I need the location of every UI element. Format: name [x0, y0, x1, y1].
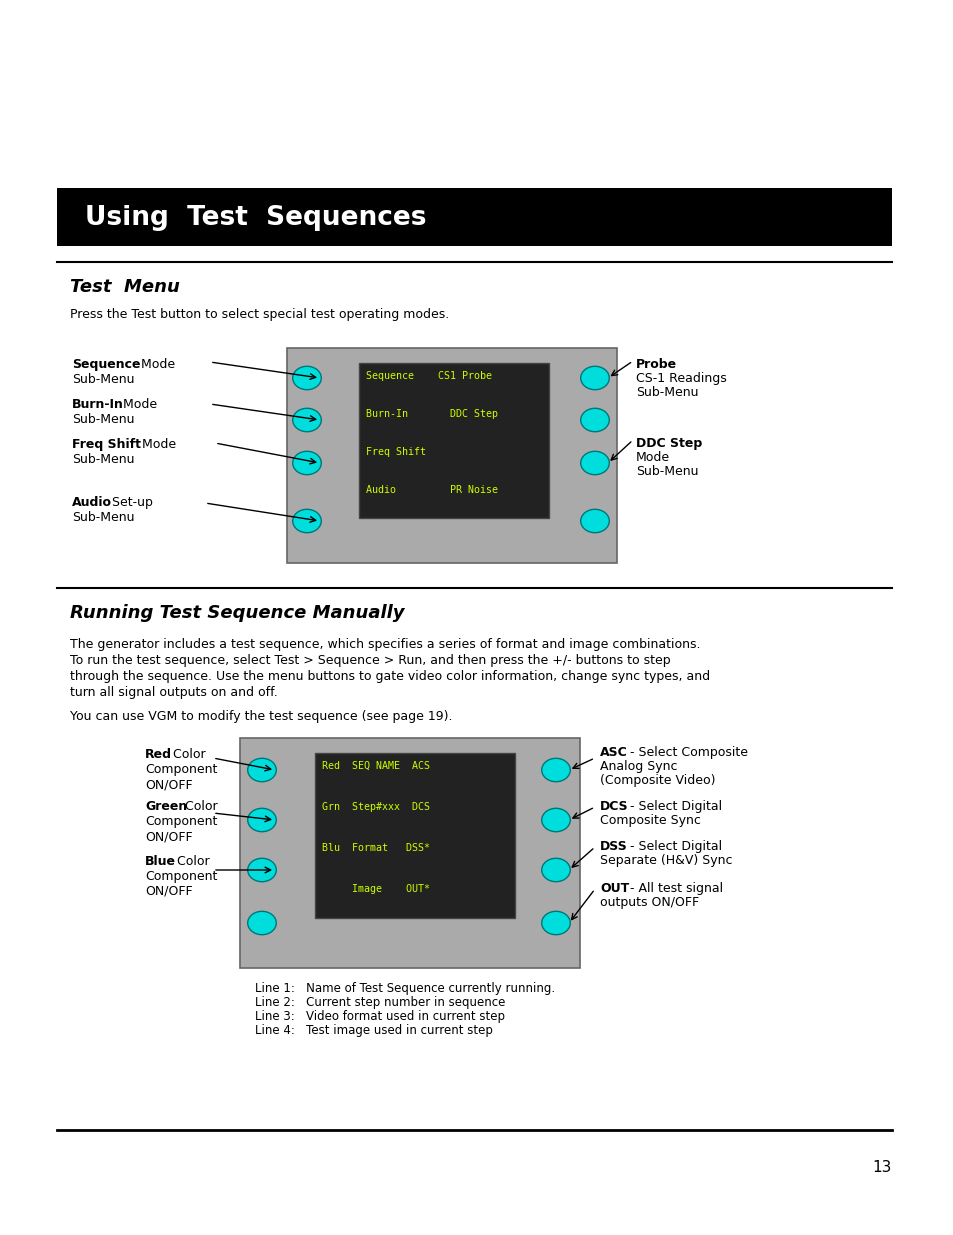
Text: - Select Digital: - Select Digital	[625, 800, 721, 813]
Text: Test  Menu: Test Menu	[70, 278, 180, 296]
FancyBboxPatch shape	[314, 753, 515, 918]
Text: (Composite Video): (Composite Video)	[599, 774, 715, 787]
Text: Burn-In: Burn-In	[71, 398, 124, 411]
Text: Probe: Probe	[636, 358, 677, 370]
Text: Component: Component	[145, 763, 217, 776]
Text: Mode: Mode	[137, 358, 175, 370]
Ellipse shape	[293, 409, 321, 432]
Text: OUT: OUT	[599, 882, 629, 895]
Ellipse shape	[293, 509, 321, 532]
Text: Sub-Menu: Sub-Menu	[71, 412, 134, 426]
Text: Color: Color	[181, 800, 217, 813]
Text: Line 4:   Test image used in current step: Line 4: Test image used in current step	[254, 1024, 493, 1037]
Text: Composite Sync: Composite Sync	[599, 814, 700, 827]
Text: CS-1 Readings: CS-1 Readings	[636, 372, 726, 385]
Text: Red  SEQ NAME  ACS: Red SEQ NAME ACS	[322, 761, 430, 771]
Text: Sub-Menu: Sub-Menu	[71, 453, 134, 466]
Text: Mode: Mode	[119, 398, 157, 411]
Text: To run the test sequence, select Test > Sequence > Run, and then press the +/- b: To run the test sequence, select Test > …	[70, 655, 670, 667]
Ellipse shape	[248, 858, 276, 882]
Text: Green: Green	[145, 800, 187, 813]
Text: Audio: Audio	[71, 496, 112, 509]
Ellipse shape	[541, 858, 570, 882]
FancyBboxPatch shape	[240, 739, 579, 968]
Text: Line 3:   Video format used in current step: Line 3: Video format used in current ste…	[254, 1010, 504, 1023]
Text: Using  Test  Sequences: Using Test Sequences	[85, 205, 426, 231]
Text: Component: Component	[145, 815, 217, 827]
Text: DCS: DCS	[599, 800, 628, 813]
Text: You can use VGM to modify the test sequence (see page 19).: You can use VGM to modify the test seque…	[70, 710, 452, 722]
Text: Mode: Mode	[636, 451, 669, 464]
FancyBboxPatch shape	[287, 348, 617, 563]
Text: Burn-In       DDC Step: Burn-In DDC Step	[366, 409, 497, 419]
Text: Audio         PR Noise: Audio PR Noise	[366, 485, 497, 495]
Text: DDC Step: DDC Step	[636, 437, 701, 450]
Text: - Select Composite: - Select Composite	[625, 746, 747, 760]
FancyBboxPatch shape	[57, 188, 891, 246]
Text: Blue: Blue	[145, 855, 175, 868]
Text: Freq Shift: Freq Shift	[366, 447, 426, 457]
Text: Set-up: Set-up	[108, 496, 152, 509]
Text: turn all signal outputs on and off.: turn all signal outputs on and off.	[70, 685, 277, 699]
Text: The generator includes a test sequence, which specifies a series of format and i: The generator includes a test sequence, …	[70, 638, 700, 651]
Text: Image    OUT*: Image OUT*	[322, 884, 430, 894]
Text: Analog Sync: Analog Sync	[599, 760, 677, 773]
Text: Sub-Menu: Sub-Menu	[71, 373, 134, 387]
Ellipse shape	[580, 409, 609, 432]
Ellipse shape	[293, 451, 321, 474]
Text: - Select Digital: - Select Digital	[625, 840, 721, 853]
Text: Line 2:   Current step number in sequence: Line 2: Current step number in sequence	[254, 995, 505, 1009]
Ellipse shape	[580, 367, 609, 390]
Ellipse shape	[248, 758, 276, 782]
FancyBboxPatch shape	[358, 363, 548, 517]
Text: Component: Component	[145, 869, 217, 883]
Text: Sub-Menu: Sub-Menu	[71, 511, 134, 524]
Ellipse shape	[541, 808, 570, 831]
Text: Mode: Mode	[138, 438, 176, 451]
Text: outputs ON/OFF: outputs ON/OFF	[599, 897, 699, 909]
Text: Blu  Format   DSS*: Blu Format DSS*	[322, 844, 430, 853]
Text: Sequence    CS1 Probe: Sequence CS1 Probe	[366, 370, 492, 382]
Text: Color: Color	[169, 748, 206, 761]
Text: Sub-Menu: Sub-Menu	[636, 466, 698, 478]
Text: Press the Test button to select special test operating modes.: Press the Test button to select special …	[70, 308, 449, 321]
Ellipse shape	[580, 509, 609, 532]
Text: Sequence: Sequence	[71, 358, 140, 370]
Text: Separate (H&V) Sync: Separate (H&V) Sync	[599, 853, 732, 867]
Ellipse shape	[248, 808, 276, 831]
Text: Sub-Menu: Sub-Menu	[636, 387, 698, 399]
Text: ON/OFF: ON/OFF	[145, 778, 193, 790]
Ellipse shape	[580, 451, 609, 474]
Text: Line 1:   Name of Test Sequence currently running.: Line 1: Name of Test Sequence currently …	[254, 982, 555, 995]
Text: through the sequence. Use the menu buttons to gate video color information, chan: through the sequence. Use the menu butto…	[70, 671, 709, 683]
Text: Red: Red	[145, 748, 172, 761]
Text: Grn  Step#xxx  DCS: Grn Step#xxx DCS	[322, 802, 430, 811]
Text: Freq Shift: Freq Shift	[71, 438, 141, 451]
Ellipse shape	[541, 758, 570, 782]
Text: ON/OFF: ON/OFF	[145, 885, 193, 898]
Text: ASC: ASC	[599, 746, 627, 760]
Text: Running Test Sequence Manually: Running Test Sequence Manually	[70, 604, 404, 622]
Text: Color: Color	[172, 855, 210, 868]
Text: ON/OFF: ON/OFF	[145, 830, 193, 844]
Text: 13: 13	[872, 1160, 891, 1174]
Ellipse shape	[293, 367, 321, 390]
Text: - All test signal: - All test signal	[625, 882, 722, 895]
Text: DSS: DSS	[599, 840, 627, 853]
Ellipse shape	[541, 911, 570, 935]
Ellipse shape	[248, 911, 276, 935]
